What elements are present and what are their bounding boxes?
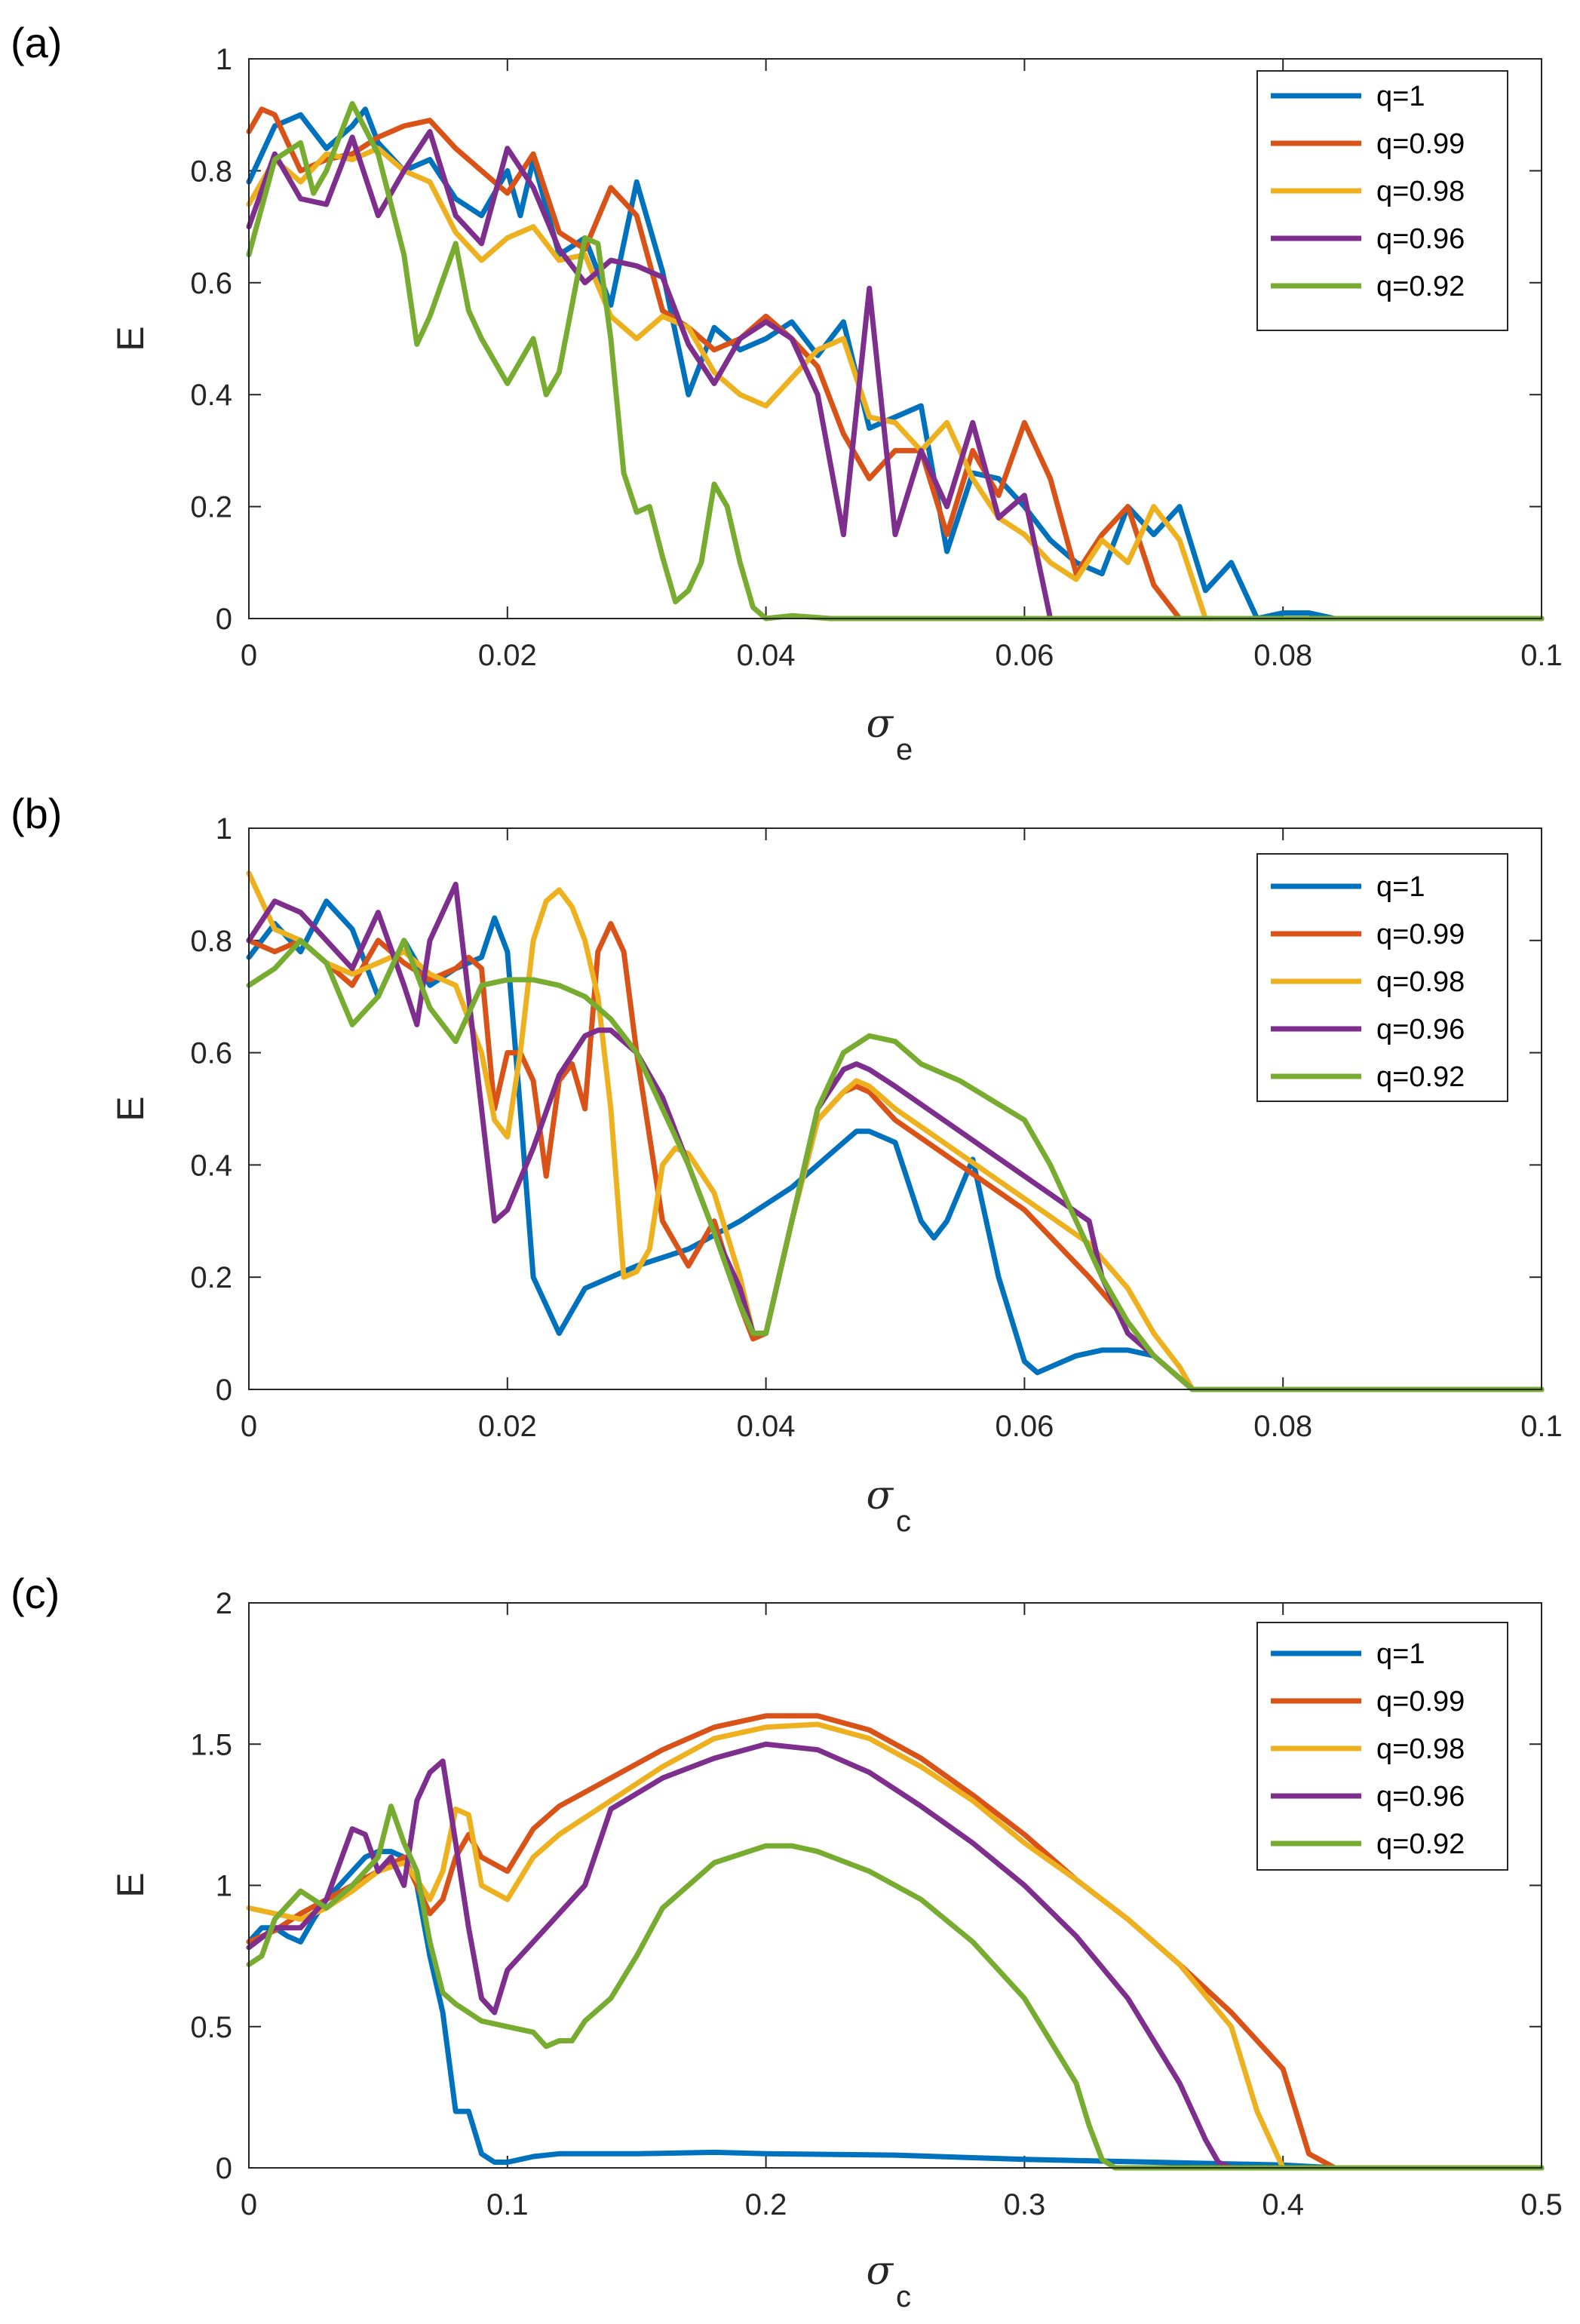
- ylabel-b: E: [109, 1096, 152, 1121]
- xtick-label: 0.1: [486, 2188, 529, 2221]
- ytick-label: 0.6: [190, 1037, 232, 1070]
- xtick-label: 0.02: [478, 639, 537, 672]
- legend-label-b-q098: q=0.98: [1376, 966, 1465, 998]
- ytick-label: 2: [216, 1587, 232, 1620]
- series-line-a-q1: [246, 106, 1545, 622]
- ytick-label: 0.4: [190, 1149, 232, 1182]
- legend-label-a-q099: q=0.99: [1376, 128, 1465, 160]
- xtick-label: 0.08: [1253, 639, 1312, 672]
- legend-label-c-q092: q=0.92: [1376, 1828, 1465, 1860]
- xtick-label: 0.2: [745, 2188, 787, 2221]
- axes-box-c: [248, 1602, 1542, 2169]
- series-line-b-q092: [246, 938, 1545, 1392]
- xtick-label: 0.06: [995, 1410, 1054, 1443]
- series-lines-a: [246, 100, 1545, 622]
- series-line-c-q098: [246, 1721, 1545, 2171]
- series-line-a-q096: [246, 129, 1545, 622]
- xtick-label: 0: [241, 2188, 257, 2221]
- xtick-label: 0.5: [1520, 2188, 1563, 2221]
- ytick-label: 0.8: [190, 155, 232, 188]
- series-line-a-q098: [246, 146, 1545, 622]
- ticks-b: 0 0.02 0.04 0.06 0.08 0.1 0 0.2 0.4 0.6 0.8 1: [190, 812, 1562, 1443]
- xtick-label: 0.1: [1520, 1410, 1563, 1443]
- legend-label-c-q1: q=1: [1376, 1638, 1425, 1670]
- ytick-label: 0.6: [190, 267, 232, 300]
- xlabel-sub-a: e: [896, 733, 913, 766]
- ytick-label: 0.2: [190, 491, 232, 524]
- legend-label-b-q092: q=0.92: [1376, 1061, 1465, 1093]
- ticks-a: 0 0.02 0.04 0.06 0.08 0.1 0 0.2 0.4 0.6 0.8 1: [190, 43, 1562, 672]
- ytick-label: 0.8: [190, 925, 232, 958]
- panel-label-a: (a): [11, 19, 62, 66]
- ytick-label: 1: [216, 812, 232, 846]
- legend-a: q=1 q=0.99 q=0.98 q=0.96 q=0.92: [1256, 70, 1508, 331]
- legend-label-c-q099: q=0.99: [1376, 1686, 1465, 1718]
- xtick-label: 0: [241, 1410, 257, 1443]
- legend-label-b-q099: q=0.99: [1376, 919, 1465, 950]
- legend-label-a-q098: q=0.98: [1376, 176, 1465, 207]
- panel-label-b: (b): [11, 790, 62, 837]
- legend-box-b: [1256, 853, 1508, 1102]
- panel-b: (b) 0 0.02 0.04 0.06 0.08 0.1 0 0.2 0.4 0.6 0.8 1 E…: [11, 790, 1563, 1538]
- legend-label-b-q1: q=1: [1376, 871, 1425, 903]
- xtick-label: 0.04: [737, 639, 796, 672]
- series-line-c-q099: [246, 1713, 1545, 2171]
- panel-label-c: (c): [11, 1570, 60, 1617]
- series-lines-b: [246, 870, 1545, 1392]
- ylabel-c: E: [109, 1872, 152, 1897]
- xlabel-sub-c: c: [896, 2280, 911, 2313]
- series-line-c-q092: [246, 1804, 1545, 2171]
- ytick-label: 0.2: [190, 1261, 232, 1294]
- xlabel-c: σ: [867, 2249, 894, 2294]
- xtick-label: 0.4: [1262, 2188, 1304, 2221]
- axes-box-b: [248, 827, 1542, 1390]
- xtick-label: 0: [241, 639, 257, 672]
- panel-c: (c) 0 0.1 0.2 0.3 0.4 0.5 0 0.5 1 1.5 2 E σ c q=1 …: [11, 1570, 1563, 2313]
- legend-label-c-q098: q=0.98: [1376, 1733, 1465, 1765]
- xtick-label: 0.08: [1253, 1410, 1312, 1443]
- ytick-label: 0: [216, 1374, 232, 1407]
- legend-c: q=1 q=0.99 q=0.98 q=0.96 q=0.92: [1256, 1622, 1508, 1871]
- xtick-label: 0.06: [995, 639, 1054, 672]
- legend-label-a-q096: q=0.96: [1376, 223, 1465, 255]
- ytick-label: 1: [216, 43, 232, 76]
- ytick-label: 1.5: [190, 1728, 232, 1761]
- legend-label-a-q1: q=1: [1376, 81, 1425, 112]
- legend-label-c-q096: q=0.96: [1376, 1781, 1465, 1813]
- axes-box-a: [248, 58, 1542, 619]
- xtick-label: 0.02: [478, 1410, 537, 1443]
- ytick-label: 1: [216, 1870, 232, 1903]
- ytick-label: 0: [216, 603, 232, 636]
- series-line-b-q098: [246, 870, 1545, 1392]
- xtick-label: 0.1: [1520, 639, 1563, 672]
- series-line-c-q096: [246, 1741, 1545, 2171]
- legend-b: q=1 q=0.99 q=0.98 q=0.96 q=0.92: [1256, 853, 1508, 1102]
- ytick-label: 0: [216, 2152, 232, 2185]
- series-lines-c: [246, 1713, 1545, 2171]
- series-line-a-q092: [246, 100, 1545, 622]
- ytick-label: 0.5: [190, 2011, 232, 2044]
- xtick-label: 0.04: [737, 1410, 796, 1443]
- legend-label-b-q096: q=0.96: [1376, 1014, 1465, 1045]
- xlabel-sub-b: c: [896, 1505, 911, 1538]
- xlabel-a: σ: [867, 701, 894, 747]
- xlabel-b: σ: [867, 1473, 894, 1518]
- ylabel-a: E: [109, 326, 152, 351]
- xtick-label: 0.3: [1004, 2188, 1046, 2221]
- ytick-label: 0.4: [190, 379, 232, 412]
- panel-a: (a) 0 0.02 0.04 0.06 0.08 0.1 0 0.2 0.4 0.6 0.8 1 E…: [11, 19, 1563, 766]
- legend-label-a-q092: q=0.92: [1376, 271, 1465, 302]
